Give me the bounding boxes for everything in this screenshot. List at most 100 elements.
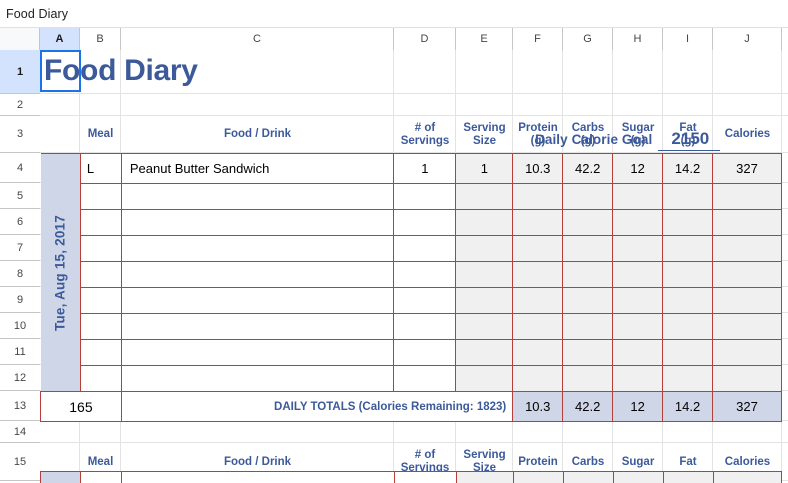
next-table-cell-d[interactable] [394,471,456,483]
cell-protein[interactable] [512,209,564,236]
cell-servings[interactable] [393,209,457,236]
cell-food[interactable] [120,365,395,392]
next-table-cell-i[interactable] [663,471,713,483]
column-header-h[interactable]: H [613,28,663,50]
cell-protein[interactable] [512,183,564,210]
row-header-13[interactable]: 13 [0,391,40,421]
row-header-8[interactable]: 8 [0,261,40,287]
cell-meal[interactable]: L [79,153,122,184]
select-all-corner[interactable] [0,28,40,50]
cell-sugar[interactable] [612,365,664,392]
cell-carbs[interactable] [562,209,614,236]
cell-calories[interactable] [712,365,782,392]
cell-fat[interactable] [662,183,714,210]
column-header-a[interactable]: A [40,28,80,50]
row-header-5[interactable]: 5 [0,183,40,209]
cell-fat[interactable] [662,209,714,236]
cell-carbs[interactable] [562,287,614,314]
cell-servings[interactable] [393,339,457,366]
cell-calories[interactable]: 327 [712,153,782,184]
cell-fat[interactable] [662,365,714,392]
cell-servings[interactable] [393,183,457,210]
cell-servings[interactable] [393,261,457,288]
cell-carbs[interactable] [562,183,614,210]
column-header-d[interactable]: D [394,28,456,50]
cell-protein[interactable] [512,287,564,314]
cell-servings[interactable] [393,235,457,262]
column-header-g[interactable]: G [563,28,613,50]
cell-servings[interactable] [393,287,457,314]
cell-carbs[interactable] [562,365,614,392]
column-header-i[interactable]: I [663,28,713,50]
column-header-j[interactable]: J [713,28,782,50]
sheet-title[interactable]: Food Diary [44,54,198,87]
cell-protein[interactable] [512,235,564,262]
cell-sugar[interactable] [612,313,664,340]
column-header-f[interactable]: F [513,28,563,50]
cell-protein[interactable]: 10.3 [512,153,564,184]
cell-serving_size[interactable] [455,287,514,314]
cell-servings[interactable] [393,365,457,392]
cell-calories[interactable] [712,339,782,366]
cell-fat[interactable] [662,235,714,262]
cell-serving_size[interactable] [455,235,514,262]
cell-carbs[interactable] [562,339,614,366]
cell-serving_size[interactable] [455,365,514,392]
next-table-cell-e[interactable] [456,471,513,483]
cell-food[interactable] [120,235,395,262]
row-header-15[interactable]: 15 [0,443,40,481]
row-header-1[interactable]: 1 [0,50,40,94]
next-table-cell-f[interactable] [513,471,563,483]
cell-food[interactable]: Peanut Butter Sandwich [120,153,395,184]
cell-calories[interactable] [712,287,782,314]
cell-carbs[interactable] [562,313,614,340]
cell-fat[interactable] [662,287,714,314]
cell-sugar[interactable] [612,287,664,314]
cell-serving_size[interactable] [455,209,514,236]
column-header-k[interactable]: K [782,28,788,50]
totals-fat[interactable]: 14.2 [662,391,714,422]
cell-fat[interactable] [662,339,714,366]
next-table-cell-g[interactable] [563,471,613,483]
cell-protein[interactable] [512,365,564,392]
cell-protein[interactable] [512,339,564,366]
cell-meal[interactable] [79,287,122,314]
totals-left-value[interactable]: 165 [40,391,122,422]
next-table-cell-b[interactable] [80,471,121,483]
next-table-cell-h[interactable] [613,471,663,483]
cell-sugar[interactable] [612,339,664,366]
cell-fat[interactable] [662,261,714,288]
cell-sugar[interactable] [612,235,664,262]
daily-calorie-goal-value[interactable]: 2150 [658,129,721,151]
column-header-b[interactable]: B [80,28,121,50]
cell-serving_size[interactable] [455,261,514,288]
cell-meal[interactable] [79,235,122,262]
cell-calories[interactable] [712,313,782,340]
cell-meal[interactable] [79,313,122,340]
totals-protein[interactable]: 10.3 [512,391,564,422]
row-header-4[interactable]: 4 [0,153,40,183]
next-table-cell-j[interactable] [713,471,782,483]
cell-calories[interactable] [712,209,782,236]
row-header-6[interactable]: 6 [0,209,40,235]
cell-sugar[interactable] [612,261,664,288]
cell-food[interactable] [120,183,395,210]
cell-food[interactable] [120,261,395,288]
totals-calories[interactable]: 327 [712,391,782,422]
cell-serving_size[interactable] [455,313,514,340]
cell-food[interactable] [120,287,395,314]
cell-sugar[interactable]: 12 [612,153,664,184]
cell-meal[interactable] [79,339,122,366]
cell-carbs[interactable] [562,261,614,288]
row-header-10[interactable]: 10 [0,313,40,339]
row-header-14[interactable]: 14 [0,421,40,443]
row-header-2[interactable]: 2 [0,94,40,116]
cell-servings[interactable] [393,313,457,340]
cell-calories[interactable] [712,261,782,288]
cell-servings[interactable]: 1 [393,153,457,184]
column-header-c[interactable]: C [121,28,394,50]
totals-sugar[interactable]: 12 [612,391,664,422]
cell-food[interactable] [120,209,395,236]
totals-carbs[interactable]: 42.2 [562,391,614,422]
cell-fat[interactable]: 14.2 [662,153,714,184]
